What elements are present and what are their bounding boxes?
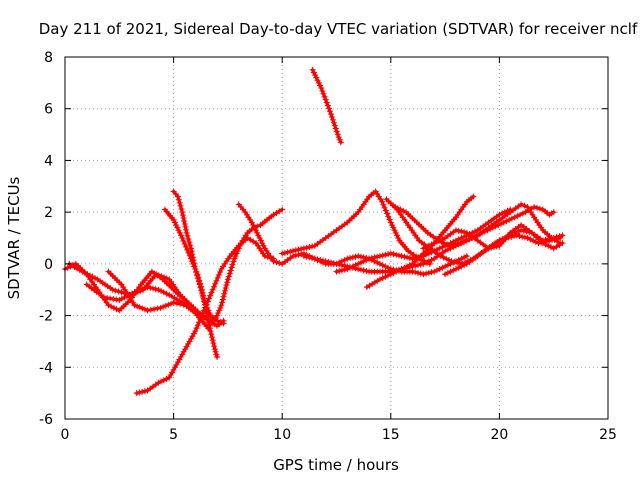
- series-track-10: [279, 188, 433, 267]
- y-tick-label: -4: [39, 360, 53, 376]
- x-axis-label: GPS time / hours: [273, 456, 399, 474]
- x-tick-label: 25: [599, 427, 617, 443]
- series-track-2: [66, 260, 216, 327]
- series-track-18: [333, 206, 514, 275]
- y-tick-label: 2: [44, 205, 53, 221]
- series-track-8: [211, 206, 286, 324]
- x-tick-label: 10: [273, 427, 291, 443]
- series-layer: [62, 66, 566, 397]
- y-tick-label: -6: [39, 412, 53, 428]
- tick-layer: 0 5 10 15 20 25 -6 -4 -2 0 2 4 6 8: [39, 50, 617, 443]
- series-track-15: [363, 201, 564, 291]
- series-track-6: [170, 188, 227, 327]
- series-plus-markers: [170, 188, 227, 327]
- series-plus-markers: [392, 203, 557, 249]
- series-line: [365, 202, 562, 289]
- series-plus-markers: [363, 201, 564, 291]
- y-tick-label: 6: [44, 102, 53, 118]
- x-tick-label: 5: [169, 427, 178, 443]
- plot-frame: [64, 56, 609, 420]
- series-plus-markers: [442, 227, 566, 278]
- y-tick-label: 4: [44, 153, 53, 169]
- series-track-11: [309, 66, 344, 146]
- series-plus-markers: [333, 206, 514, 275]
- series-plus-markers: [66, 260, 216, 327]
- y-tick-label: 0: [44, 257, 53, 273]
- series-plus-markers: [309, 66, 344, 146]
- series-plus-markers: [133, 235, 277, 397]
- series-track-7: [133, 235, 277, 397]
- series-track-14: [392, 203, 557, 249]
- x-tick-label: 0: [61, 427, 70, 443]
- x-tick-label: 15: [382, 427, 400, 443]
- y-tick-label: -2: [39, 309, 53, 325]
- series-track-17: [442, 227, 566, 278]
- series-plus-markers: [279, 188, 433, 267]
- chart-title: Day 211 of 2021, Sidereal Day-to-day VTE…: [39, 20, 638, 38]
- x-tick-label: 20: [490, 427, 508, 443]
- series-plus-markers: [211, 206, 286, 324]
- y-tick-label: 8: [44, 50, 53, 66]
- y-axis-label: SDTVAR / TECUs: [5, 176, 23, 299]
